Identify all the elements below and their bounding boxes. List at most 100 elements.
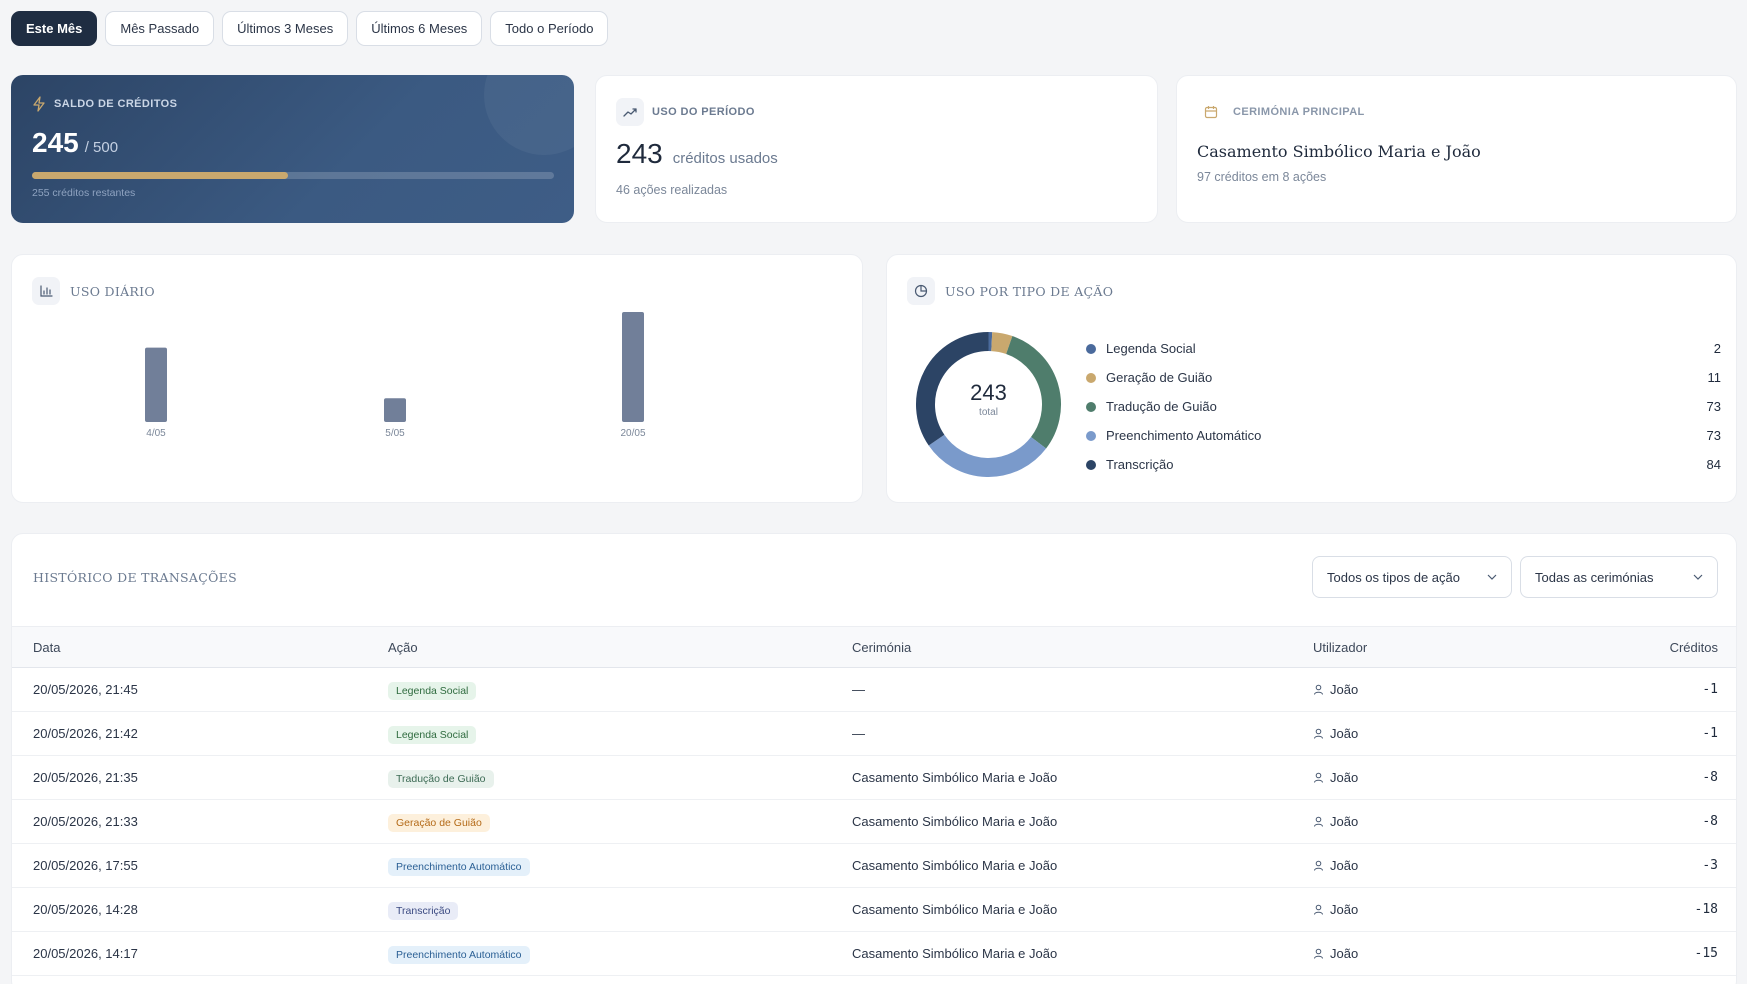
period-actions-count: 46 ações realizadas (616, 183, 728, 197)
row-user: João (1313, 902, 1358, 917)
table-row[interactable]: 20/05/2026, 14:28 Transcrição Casamento … (12, 888, 1736, 932)
period-usage-unit: créditos usados (672, 150, 778, 167)
legend-label: Legenda Social (1106, 341, 1196, 356)
row-date: 20/05/2026, 14:17 (33, 946, 138, 961)
action-badge: Preenchimento Automático (388, 946, 530, 964)
action-badge: Geração de Guião (388, 814, 490, 832)
main-ceremony-title: Casamento Simbólico Maria e João (1197, 142, 1481, 161)
legend-swatch (1086, 459, 1096, 470)
row-user: João (1313, 814, 1358, 829)
period-last-6-months-button[interactable]: Últimos 6 Meses (356, 11, 483, 46)
bolt-icon (33, 96, 45, 112)
legend-item: Transcrição 84 (1086, 450, 1721, 479)
legend-swatch (1086, 401, 1096, 412)
row-user: João (1313, 682, 1358, 697)
daily-usage-panel: 4/05 5/05 20/05 Uso Diário (11, 254, 863, 503)
user-icon (1314, 728, 1323, 739)
main-ceremony-stats: 97 créditos em 8 ações (1197, 170, 1327, 184)
main-ceremony-card: Cerimónia Principal Casamento Simbólico … (1176, 75, 1737, 223)
credits-remaining-text: 255 créditos restantes (32, 187, 136, 199)
donut-slice-tradução-de-guião[interactable] (1005, 336, 1061, 449)
row-user-name: João (1330, 770, 1359, 785)
main-ceremony-label: Cerimónia Principal (1233, 106, 1365, 118)
period-all-time-button[interactable]: Todo o Período (490, 11, 609, 46)
legend-value: 73 (1706, 428, 1721, 443)
credit-progress-fill (32, 172, 288, 179)
legend-value: 73 (1706, 399, 1721, 414)
row-credits: -1 (1702, 726, 1718, 741)
row-user-name: João (1330, 946, 1359, 961)
table-row[interactable]: 20/05/2026, 21:33 Geração de Guião Casam… (12, 800, 1736, 844)
row-ceremony: — (852, 726, 865, 741)
user-icon (1314, 684, 1323, 695)
daily-bar-20/05[interactable] (622, 312, 644, 422)
row-ceremony: Casamento Simbólico Maria e João (852, 770, 1058, 785)
chevron-down-icon (1487, 574, 1497, 580)
action-type-filter-value: Todos os tipos de ação (1327, 569, 1460, 585)
credit-balance-number: 245 (32, 127, 79, 158)
daily-bar-label: 5/05 (385, 428, 405, 439)
row-user: João (1313, 726, 1358, 741)
table-row[interactable]: 20/05/2026, 21:42 Legenda Social — João … (12, 712, 1736, 756)
stats-row: Saldo de Créditos 245 / 500 255 créditos… (11, 75, 1737, 223)
usage-by-type-panel: Uso por Tipo de Ação 243 total Legenda S… (886, 254, 1737, 503)
row-user: João (1313, 770, 1358, 785)
period-usage-value: 243 créditos usados (616, 138, 778, 170)
table-row[interactable]: 20/05/2026, 17:55 Preenchimento Automáti… (12, 844, 1736, 888)
period-last-3-months-button[interactable]: Últimos 3 Meses (222, 11, 349, 46)
legend-item: Preenchimento Automático 73 (1086, 421, 1721, 450)
legend-swatch (1086, 343, 1096, 354)
row-user-name: João (1330, 726, 1359, 741)
daily-bar-label: 4/05 (146, 428, 166, 439)
card-decoration (484, 75, 574, 155)
daily-bar-4/05[interactable] (145, 347, 167, 422)
column-header-ceremony[interactable]: Cerimónia (852, 639, 912, 655)
legend-value: 2 (1713, 341, 1721, 356)
action-type-filter-select[interactable]: Todos os tipos de ação (1312, 556, 1512, 598)
row-date: 20/05/2026, 21:33 (33, 814, 138, 829)
period-this-month-button[interactable]: Este Mês (11, 11, 98, 46)
table-row[interactable]: 20/05/2026, 21:45 Legenda Social — João … (12, 668, 1736, 712)
legend-swatch (1086, 430, 1096, 441)
column-header-user[interactable]: Utilizador (1313, 639, 1368, 655)
transaction-history-title: Histórico de Transações (33, 570, 237, 585)
row-ceremony: — (852, 682, 865, 697)
legend-value: 84 (1706, 457, 1721, 472)
ceremony-filter-select[interactable]: Todas as cerimónias (1520, 556, 1718, 598)
column-header-date[interactable]: Data (33, 639, 61, 655)
donut-slice-preenchimento-automático[interactable] (928, 434, 1047, 477)
daily-usage-title: Uso Diário (70, 283, 155, 299)
row-user-name: João (1330, 682, 1359, 697)
transaction-table-header: Data Ação Cerimónia Utilizador Créditos (12, 626, 1736, 668)
column-header-credits[interactable]: Créditos (1669, 639, 1718, 655)
pie-chart-icon (907, 277, 935, 305)
table-row[interactable]: 20/05/2026, 21:35 Tradução de Guião Casa… (12, 756, 1736, 800)
transaction-table-body: 20/05/2026, 21:45 Legenda Social — João … (12, 668, 1736, 976)
row-user: João (1313, 946, 1358, 961)
period-usage-header: Uso do Período (616, 98, 755, 126)
trending-up-icon (616, 98, 644, 126)
table-row[interactable]: 20/05/2026, 14:17 Preenchimento Automáti… (12, 932, 1736, 976)
main-ceremony-header: Cerimónia Principal (1197, 98, 1365, 126)
donut-slice-transcrição[interactable] (916, 332, 989, 446)
column-header-action[interactable]: Ação (388, 639, 418, 655)
ceremony-filter-value: Todas as cerimónias (1535, 569, 1654, 585)
user-icon (1314, 860, 1323, 871)
row-date: 20/05/2026, 21:35 (33, 770, 138, 785)
usage-by-type-legend: Legenda Social 2 Geração de Guião 11 Traduçã… (1086, 334, 1721, 479)
credit-balance-label: Saldo de Créditos (54, 98, 178, 110)
row-user-name: João (1330, 858, 1359, 873)
row-user-name: João (1330, 814, 1359, 829)
user-icon (1314, 948, 1323, 959)
action-badge: Tradução de Guião (388, 770, 494, 788)
legend-label: Preenchimento Automático (1106, 428, 1262, 443)
daily-usage-header: Uso Diário (32, 277, 155, 305)
donut-slice-geração-de-guião[interactable] (990, 332, 1013, 355)
period-last-month-button[interactable]: Mês Passado (105, 11, 215, 46)
chevron-down-icon (1693, 574, 1703, 580)
daily-bar-5/05[interactable] (384, 398, 406, 422)
action-badge: Legenda Social (388, 682, 477, 700)
row-date: 20/05/2026, 17:55 (33, 858, 138, 873)
credit-progress-bar (32, 172, 554, 179)
legend-item: Legenda Social 2 (1086, 334, 1721, 363)
